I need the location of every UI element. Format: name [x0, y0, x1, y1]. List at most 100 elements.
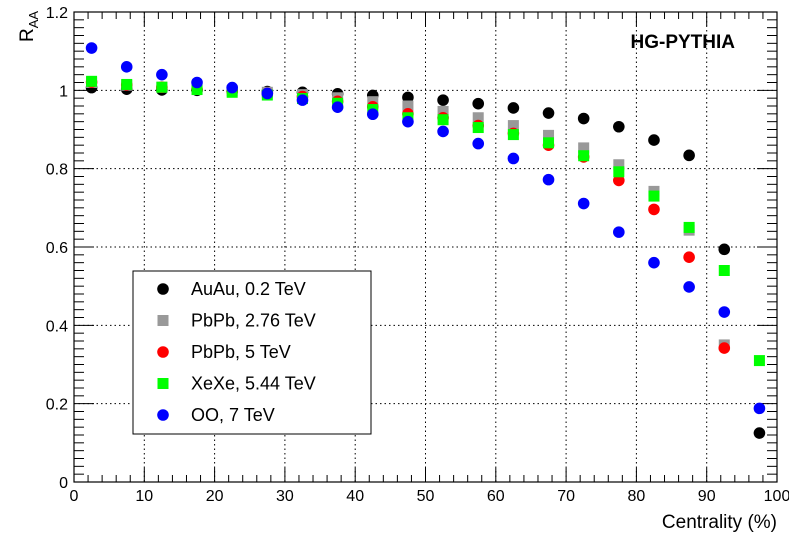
data-point: [156, 68, 168, 81]
data-point: [402, 91, 414, 104]
data-point: [437, 125, 449, 138]
data-point: [718, 306, 731, 318]
legend-entries: AuAu, 0.2 TeV PbPb, 2.76 TeV PbPb, 5 TeV Xe…: [157, 279, 316, 425]
legend-label: OO, 7 TeV: [191, 405, 275, 425]
data-point: [543, 129, 555, 141]
data-point: [753, 402, 766, 415]
y-tick-label: 0.2: [46, 397, 68, 414]
x-tick-label: 20: [206, 488, 224, 505]
data-point: [683, 281, 695, 293]
x-tick-label: 100: [764, 488, 789, 505]
data-point: [577, 112, 590, 125]
plot-frame: [73, 11, 778, 483]
data-point: [437, 94, 449, 106]
data-point: [542, 173, 555, 186]
x-tick-label: 90: [698, 488, 716, 505]
data-point: [472, 112, 484, 124]
y-tick-labels: 0 0.2 0.4 0.6 0.8 1 1.2: [46, 5, 68, 492]
data-point: [613, 159, 625, 171]
data-points: [85, 42, 766, 439]
legend-marker: [157, 283, 169, 295]
data-point: [683, 149, 695, 162]
data-point: [718, 342, 731, 354]
data-point: [648, 134, 660, 146]
data-point: [648, 203, 660, 216]
legend-marker: [157, 315, 169, 326]
series-4: [85, 42, 766, 415]
data-point: [261, 87, 274, 100]
data-point: [507, 152, 520, 165]
data-point: [718, 243, 731, 256]
data-point: [156, 81, 168, 93]
data-point: [753, 355, 765, 367]
legend-entry: PbPb, 5 TeV: [157, 342, 291, 362]
data-point: [507, 129, 519, 141]
y-tick-label: 0.6: [46, 240, 68, 257]
data-point: [648, 256, 660, 269]
data-point: [613, 120, 625, 133]
data-point: [121, 78, 133, 90]
data-point: [472, 137, 485, 150]
data-point: [86, 75, 98, 87]
x-tick-label: 30: [276, 488, 294, 505]
legend-entry: XeXe, 5.44 TeV: [157, 374, 316, 394]
data-point: [683, 221, 695, 233]
data-point: [613, 226, 625, 238]
legend-label: XeXe, 5.44 TeV: [191, 374, 316, 394]
y-tick-label: 0.8: [46, 162, 68, 179]
data-point: [191, 84, 203, 96]
x-tick-label: 70: [557, 488, 575, 505]
y-axis-title-main: R: [17, 28, 38, 42]
data-point: [85, 42, 98, 54]
legend-entry: OO, 7 TeV: [157, 405, 275, 425]
data-point: [402, 100, 414, 112]
data-point: [402, 115, 414, 128]
data-point: [507, 120, 519, 132]
legend-box: [132, 270, 372, 435]
data-point: [226, 81, 238, 94]
legend-marker: [157, 346, 169, 358]
x-tick-labels: 0 10 20 30 40 50 60 70 80 90 100: [70, 488, 789, 505]
data-point: [437, 105, 449, 117]
data-point: [120, 61, 133, 73]
y-axis-title: RAA: [17, 11, 41, 42]
data-point: [648, 190, 660, 202]
legend-marker: [157, 378, 169, 389]
legend-label: AuAu, 0.2 TeV: [191, 279, 306, 299]
legend-marker: [157, 409, 169, 421]
x-tick-label: 40: [346, 488, 364, 505]
legend-entry: PbPb, 2.76 TeV: [157, 311, 316, 331]
data-point: [578, 142, 590, 154]
x-tick-label: 10: [135, 488, 153, 505]
legend-label: PbPb, 2.76 TeV: [191, 311, 316, 331]
x-tick-label: 50: [417, 488, 435, 505]
data-point: [296, 94, 309, 106]
data-point: [753, 427, 766, 439]
data-point: [718, 265, 730, 276]
x-tick-label: 0: [70, 488, 79, 505]
x-axis-title: Centrality (%): [662, 512, 777, 533]
x-tick-label: 60: [487, 488, 505, 505]
y-tick-label: 1: [59, 83, 68, 100]
data-point: [543, 137, 555, 149]
data-point: [578, 150, 590, 162]
data-point: [437, 114, 449, 126]
data-point: [191, 76, 203, 89]
data-point: [472, 97, 485, 110]
legend-label: PbPb, 5 TeV: [191, 342, 291, 362]
data-point: [472, 122, 484, 134]
data-point: [366, 108, 379, 121]
data-point: [613, 174, 625, 187]
data-point: [613, 166, 625, 178]
data-point: [542, 107, 555, 119]
data-point: [507, 102, 520, 114]
legend-entry: AuAu, 0.2 TeV: [157, 279, 306, 299]
y-tick-label: 0: [59, 475, 68, 492]
data-point: [331, 101, 344, 113]
legend: AuAu, 0.2 TeV PbPb, 2.76 TeV PbPb, 5 TeV Xe…: [132, 270, 372, 435]
data-point: [577, 197, 590, 210]
y-tick-label: 0.4: [46, 318, 68, 335]
y-tick-label: 1.2: [46, 5, 68, 22]
